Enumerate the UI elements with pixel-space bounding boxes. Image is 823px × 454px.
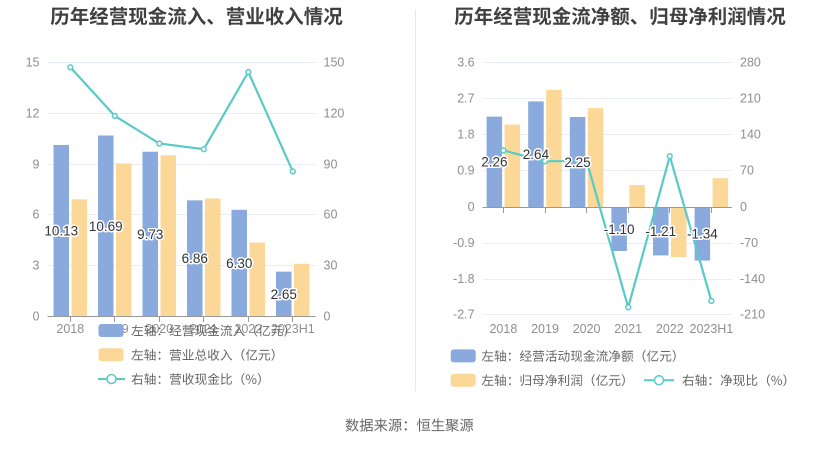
svg-text:2020: 2020 [573, 322, 601, 336]
svg-text:15: 15 [26, 56, 40, 70]
svg-text:150: 150 [324, 56, 345, 70]
svg-text:120: 120 [324, 107, 345, 121]
svg-text:2.7: 2.7 [457, 92, 474, 106]
svg-text:2019: 2019 [531, 322, 559, 336]
svg-text:-1.8: -1.8 [453, 272, 475, 286]
svg-text:2.64: 2.64 [523, 147, 550, 162]
svg-text:0: 0 [468, 200, 475, 214]
svg-text:280: 280 [740, 56, 761, 70]
svg-text:-1.34: -1.34 [687, 227, 718, 242]
svg-text:90: 90 [324, 158, 338, 172]
svg-text:2018: 2018 [56, 322, 84, 336]
svg-text:2022: 2022 [656, 322, 684, 336]
svg-text:0: 0 [33, 310, 40, 324]
svg-text:2.26: 2.26 [481, 155, 507, 170]
svg-text:2.25: 2.25 [564, 155, 590, 170]
svg-text:3.6: 3.6 [457, 56, 474, 70]
svg-text:12: 12 [26, 107, 40, 121]
svg-text:2.65: 2.65 [271, 287, 297, 302]
svg-text:0: 0 [324, 310, 331, 324]
svg-text:70: 70 [740, 164, 754, 178]
svg-text:2023H1: 2023H1 [690, 322, 734, 336]
svg-text:6.30: 6.30 [226, 256, 252, 271]
svg-text:9.73: 9.73 [137, 227, 163, 242]
svg-text:-1.10: -1.10 [604, 222, 635, 237]
svg-text:-140: -140 [740, 272, 765, 286]
svg-text:210: 210 [740, 92, 761, 106]
svg-text:0: 0 [740, 200, 747, 214]
svg-text:30: 30 [324, 259, 338, 273]
svg-text:2023H1: 2023H1 [271, 322, 315, 336]
svg-text:1.8: 1.8 [457, 128, 474, 142]
svg-text:3: 3 [33, 259, 40, 273]
svg-text:-70: -70 [740, 236, 758, 250]
svg-text:6.86: 6.86 [182, 251, 208, 266]
svg-text:0.9: 0.9 [457, 164, 474, 178]
svg-text:-210: -210 [740, 308, 765, 322]
svg-text:-0.9: -0.9 [453, 236, 475, 250]
svg-text:-1.21: -1.21 [645, 224, 676, 239]
svg-text:-2.7: -2.7 [453, 308, 475, 322]
svg-text:140: 140 [740, 128, 761, 142]
svg-text:9: 9 [33, 158, 40, 172]
svg-text:2018: 2018 [489, 322, 517, 336]
svg-text:10.13: 10.13 [44, 224, 78, 239]
svg-text:10.69: 10.69 [89, 219, 123, 234]
svg-text:60: 60 [324, 208, 338, 222]
svg-text:6: 6 [33, 208, 40, 222]
svg-text:2021: 2021 [614, 322, 642, 336]
